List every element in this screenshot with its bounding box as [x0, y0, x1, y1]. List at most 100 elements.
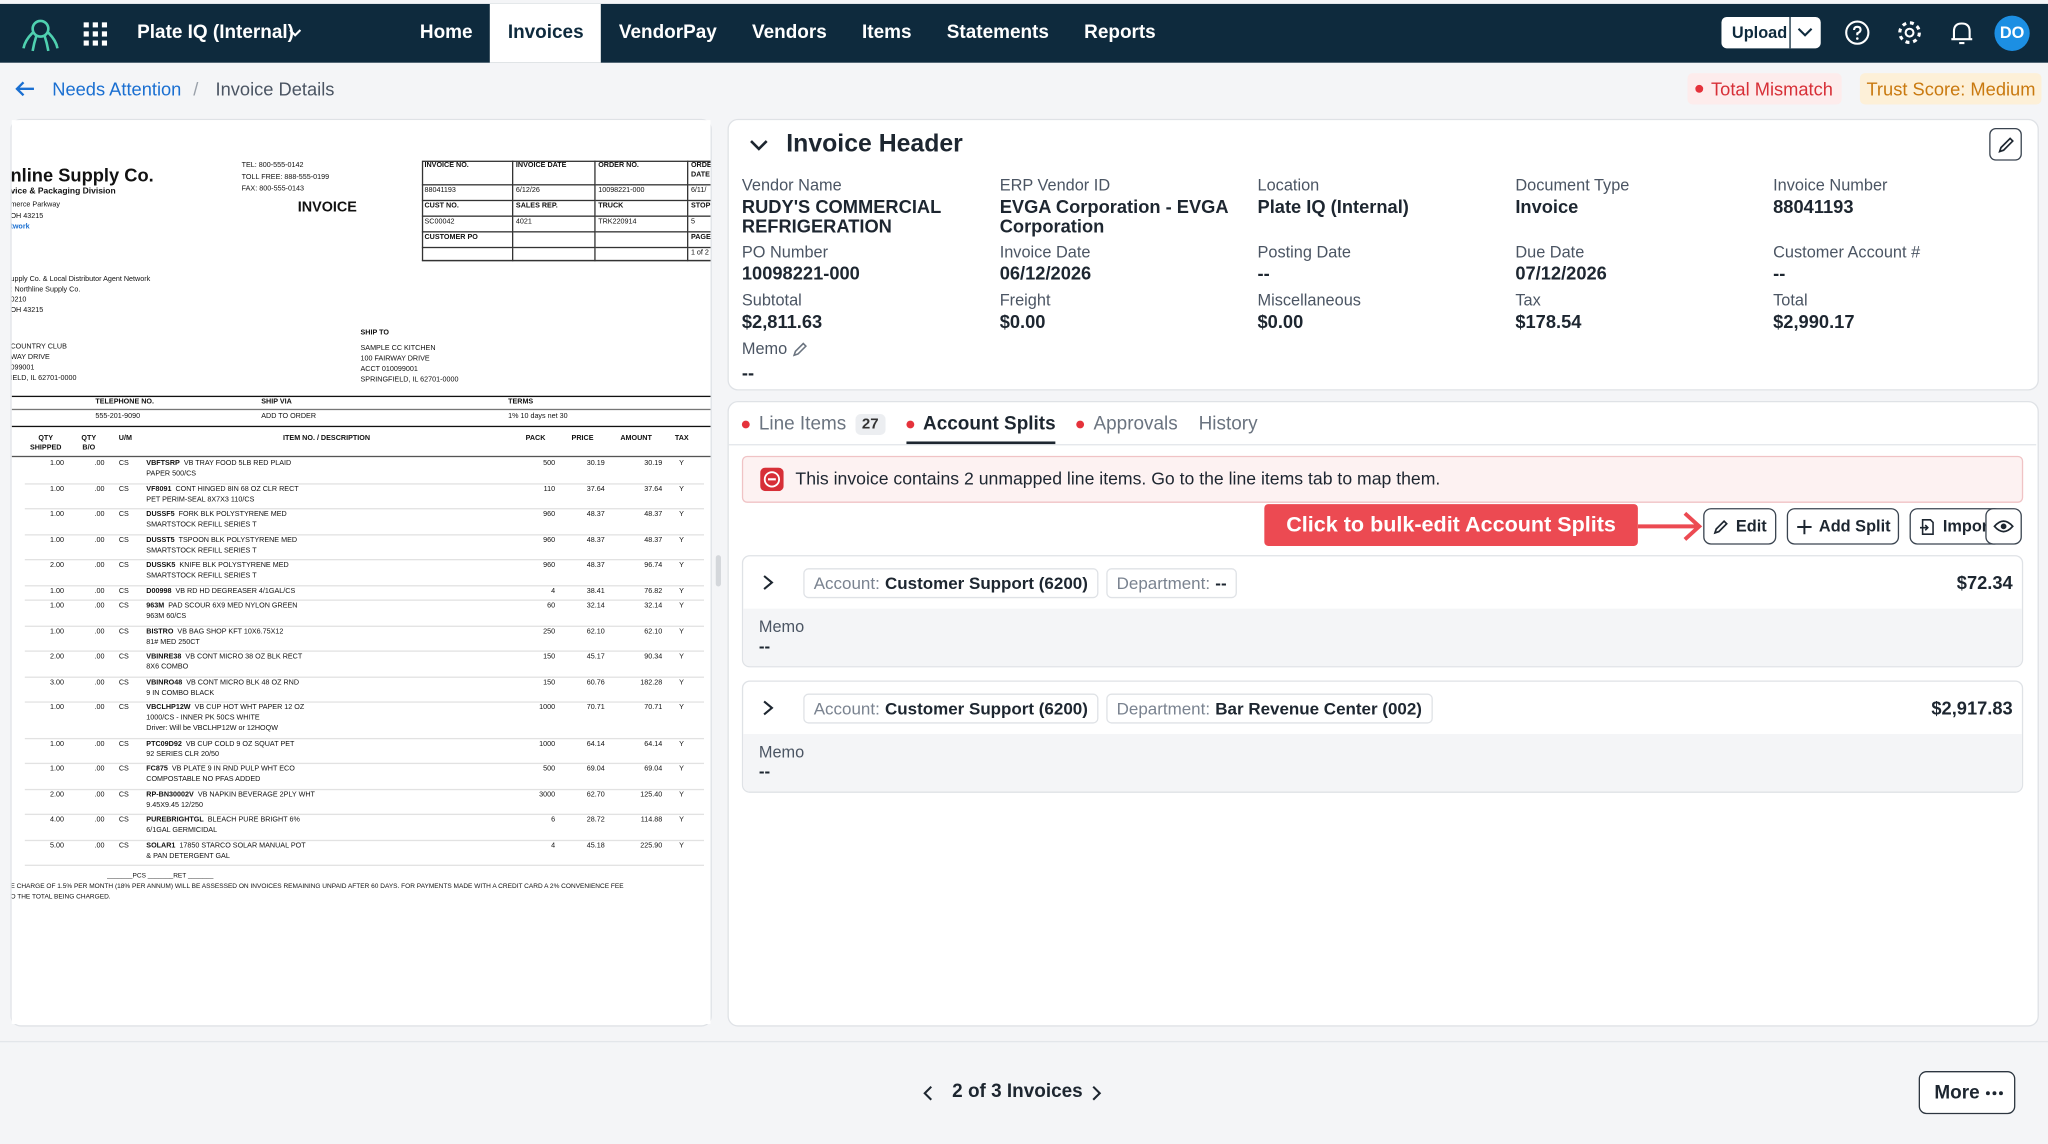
tax: Y: [679, 602, 684, 610]
split-header: Account: Customer Support (6200) Departmen…: [743, 682, 2022, 734]
nav-link[interactable]: VendorPay: [618, 22, 717, 44]
unit: CS: [118, 459, 129, 468]
more-button[interactable]: More: [1918, 1071, 2016, 1115]
org-switcher[interactable]: Plate IQ (Internal): [137, 22, 294, 44]
description: SMARTSTOCK REFILL SERIES T: [146, 572, 257, 580]
callout-arrow: [1637, 511, 1703, 541]
tab[interactable]: Approvals: [1076, 408, 1178, 442]
tab[interactable]: History: [1199, 408, 1258, 442]
pack: 4: [551, 587, 556, 595]
amount: 70.71: [644, 703, 663, 712]
next-invoice[interactable]: [1089, 1085, 1102, 1101]
help-icon[interactable]: [1844, 20, 1870, 46]
tax: Y: [679, 678, 684, 687]
status-dot: [1695, 84, 1704, 93]
field-value: $0.00: [999, 310, 1046, 332]
description: & PAN DETERGENT GAL: [146, 852, 230, 861]
tab[interactable]: Line Items 27: [741, 408, 886, 442]
price: 48.37: [586, 536, 605, 544]
amount: 225.90: [640, 841, 663, 850]
backorder: .00: [94, 536, 105, 544]
breadcrumb-link[interactable]: Needs Attention: [52, 78, 182, 100]
avatar[interactable]: DO: [1994, 15, 2030, 51]
contact-line: TOLL FREE: 888-555-0199: [241, 173, 330, 182]
backorder: .00: [94, 765, 105, 774]
nav-link[interactable]: Invoices: [490, 3, 602, 63]
footer-line: O THE TOTAL BEING CHARGED.: [11, 893, 111, 902]
item-code: DUSST5: [146, 536, 175, 544]
chevron: [1797, 27, 1813, 37]
row-rule: [24, 762, 704, 764]
line-description: DUSSK5 KNIFE BLK POLYSTYRENE MED: [146, 562, 288, 571]
info-cell: [513, 248, 596, 262]
column-header: PRICE: [571, 434, 594, 443]
row-rule: [24, 813, 704, 815]
item-code: DUSSK5: [146, 561, 176, 570]
apps-icon[interactable]: [83, 22, 108, 46]
pack: 3000: [539, 790, 556, 799]
amount: 48.37: [644, 510, 663, 519]
resize-handle[interactable]: [715, 555, 721, 587]
field-label: Customer Account #: [1773, 243, 1921, 262]
tab-count: 27: [855, 414, 886, 435]
line-description: BISTRO VB BAG SHOP KFT 10X6.75X12: [146, 628, 283, 637]
nav-link[interactable]: Statements: [946, 22, 1049, 44]
prev-invoice[interactable]: [922, 1085, 935, 1101]
column-header: U/M: [118, 434, 132, 443]
field-value: Invoice: [1515, 195, 1579, 217]
field-value: EVGA Corporation - EVGA Corporation: [999, 195, 1228, 236]
nav-link[interactable]: Vendors: [752, 22, 827, 44]
price: 48.37: [586, 561, 605, 570]
contact-line: TEL: 800-555-0142: [241, 161, 304, 170]
rule: [11, 425, 711, 427]
nav-link[interactable]: Home: [419, 22, 473, 44]
qty: 1.00: [49, 602, 64, 610]
field: Invoice Number 88041193: [1773, 176, 2031, 235]
field-value: 10098221-000: [741, 263, 860, 284]
nav-link[interactable]: Items: [862, 22, 912, 44]
item-code: DUSSF5: [146, 510, 175, 519]
item-code: PUREBRIGHTGL: [146, 816, 204, 825]
settings-icon[interactable]: [1896, 20, 1922, 46]
row-rule: [24, 624, 704, 626]
description: VB PLATE 9 IN RND PULP WHT ECO: [171, 765, 295, 774]
collapse-chevron[interactable]: [750, 138, 768, 151]
pack: 500: [543, 765, 556, 774]
action-button[interactable]: Add Split: [1786, 508, 1900, 545]
qty: 4.00: [49, 816, 64, 825]
pack: 500: [543, 459, 556, 468]
chip-value: Customer Support (6200): [885, 698, 1088, 718]
tax: Y: [679, 627, 684, 636]
terms-header: TELEPHONE NO.: [95, 398, 155, 407]
action-button[interactable]: Edit: [1703, 508, 1776, 545]
back-arrow[interactable]: [14, 80, 35, 98]
amount: 125.40: [640, 790, 663, 799]
price: 28.72: [586, 816, 605, 825]
field: Posting Date --: [1258, 243, 1516, 283]
tab[interactable]: Account Splits: [906, 408, 1056, 445]
upload-button[interactable]: Upload: [1721, 16, 1821, 49]
expand-chevron[interactable]: [761, 699, 779, 717]
unit: CS: [118, 536, 129, 544]
notifications-icon[interactable]: [1949, 20, 1975, 46]
split-memo: Memo --: [743, 734, 2022, 792]
breadcrumb-current: Invoice Details: [215, 78, 335, 100]
pencil-icon[interactable]: [792, 341, 809, 358]
field-label: Vendor Name: [741, 176, 842, 195]
backorder: .00: [94, 703, 105, 712]
price: 38.41: [586, 587, 605, 595]
amount: 32.14: [644, 602, 663, 610]
view-button[interactable]: [1985, 508, 2022, 545]
unit: CS: [118, 816, 129, 825]
logo[interactable]: [20, 14, 62, 53]
tax: Y: [679, 510, 684, 519]
edit-header-button[interactable]: [1989, 127, 2022, 161]
field-label: Document Type: [1515, 176, 1630, 195]
unit: CS: [118, 602, 129, 610]
item-code: FC875: [146, 765, 168, 774]
price: 69.04: [586, 765, 605, 774]
expand-chevron[interactable]: [761, 573, 779, 591]
nav-link[interactable]: Reports: [1084, 22, 1156, 44]
row-rule: [24, 584, 704, 586]
item-code: VBINRO48: [146, 678, 183, 687]
